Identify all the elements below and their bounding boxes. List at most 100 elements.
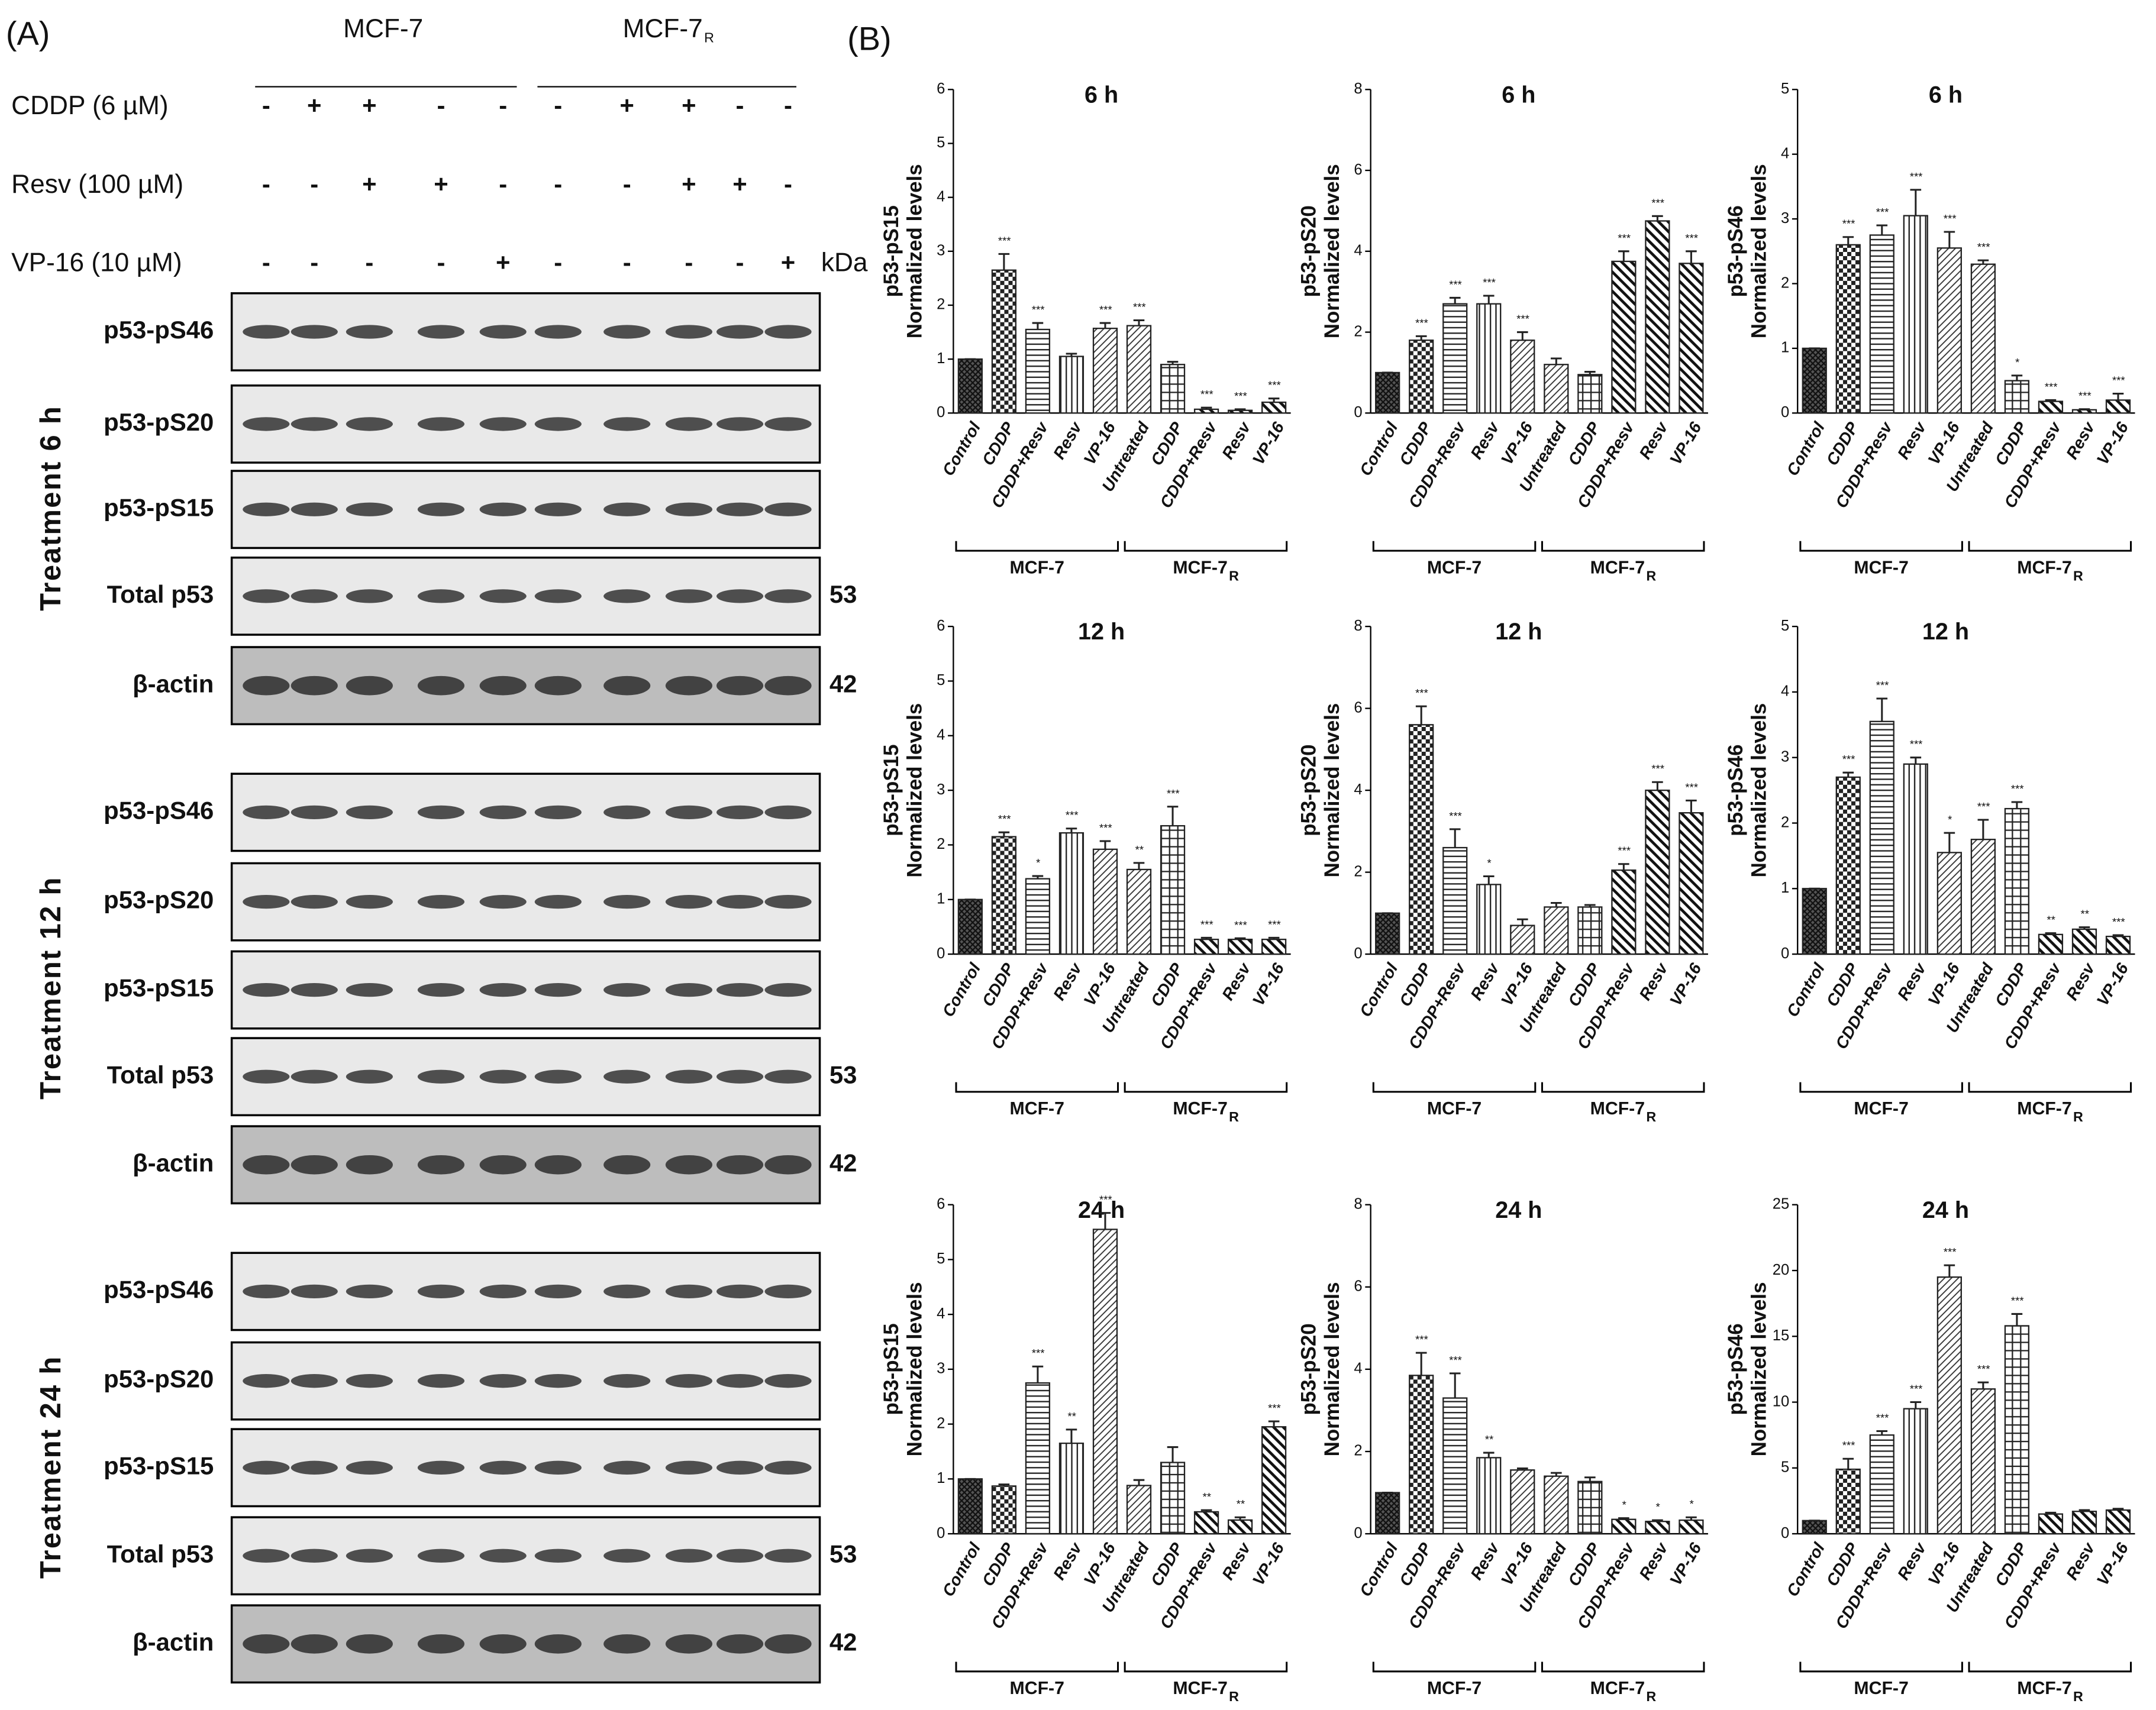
treatment-sign: + xyxy=(781,248,795,276)
error-bar xyxy=(2078,926,2090,929)
blot-band xyxy=(716,417,764,431)
blot-band xyxy=(479,1284,527,1299)
y-tick-label: 3 xyxy=(937,243,945,259)
group-label: MCF-7 xyxy=(1590,1099,1645,1119)
treatment-sign: - xyxy=(437,248,445,276)
blot-band xyxy=(243,1460,290,1475)
error-bar xyxy=(1652,215,1663,221)
bar xyxy=(1544,364,1569,414)
error-bar xyxy=(1415,705,1427,725)
bar xyxy=(1544,906,1569,955)
y-tick-label: 8 xyxy=(1354,80,1362,97)
y-tick-label: 0 xyxy=(937,945,945,962)
bar xyxy=(1126,1485,1152,1535)
group-label: MCF-7 xyxy=(623,14,703,43)
y-axis-label: p53-pS15 xyxy=(880,1323,903,1415)
kda-value: 53 xyxy=(830,580,857,608)
group-bracket xyxy=(1541,541,1705,552)
bar xyxy=(991,836,1017,955)
treatment-sign: + xyxy=(732,170,747,198)
significance-label: *** xyxy=(1448,1354,1461,1366)
significance-label: *** xyxy=(1909,1382,1922,1395)
blot-band xyxy=(346,1284,393,1299)
group-label: MCF-7 xyxy=(2017,1679,2071,1698)
blot-band xyxy=(665,417,712,431)
y-axis-label: Normalized levels xyxy=(1748,703,1771,878)
blot-band xyxy=(716,805,764,819)
error-bar xyxy=(998,1483,1010,1486)
y-axis-label: Normalized levels xyxy=(903,1282,927,1456)
blot-band xyxy=(479,325,527,339)
blot-band xyxy=(534,1374,582,1388)
chart-title: 12 h xyxy=(1078,619,1125,645)
section-label: Treatment 24 h xyxy=(35,1355,67,1579)
error-bar xyxy=(2078,1509,2090,1512)
blot-band xyxy=(291,325,338,339)
significance-label: * xyxy=(2015,356,2019,368)
y-tick-label: 6 xyxy=(1354,161,1362,178)
treatment-sign: - xyxy=(623,248,631,276)
y-tick-label: 25 xyxy=(1773,1196,1789,1213)
significance-label: *** xyxy=(1685,232,1698,244)
y-tick-label: 1 xyxy=(1781,880,1789,896)
blot-band xyxy=(716,502,764,516)
bar xyxy=(991,1485,1017,1535)
blot-band xyxy=(665,589,712,603)
error-bar xyxy=(1516,1467,1528,1470)
y-axis-label: p53-pS20 xyxy=(1297,744,1320,836)
blot-band xyxy=(417,1549,465,1563)
y-axis-label: Normalized levels xyxy=(1321,1282,1344,1456)
y-tick-label: 6 xyxy=(937,618,945,634)
blot-band xyxy=(417,1634,465,1654)
error-bar xyxy=(1099,840,1111,849)
blot-band xyxy=(243,1634,290,1654)
blot-band xyxy=(479,1549,527,1563)
bar xyxy=(1510,925,1535,955)
bar xyxy=(1476,1457,1502,1535)
error-bar xyxy=(1910,189,1922,216)
treatment-sign: + xyxy=(307,92,321,119)
group-bracket xyxy=(1799,1082,1963,1093)
error-bar xyxy=(1167,1446,1179,1463)
blot-band xyxy=(346,1155,393,1175)
y-tick-label: 3 xyxy=(1781,748,1789,765)
y-tick-label: 0 xyxy=(1781,404,1789,421)
blot-band xyxy=(603,1069,651,1084)
y-tick-label: 0 xyxy=(1354,945,1362,962)
significance-label: * xyxy=(1689,1498,1694,1510)
blot-band xyxy=(417,675,465,696)
blot-band xyxy=(603,982,651,997)
bar xyxy=(1409,1375,1434,1535)
bar xyxy=(1679,263,1704,414)
bar xyxy=(1611,869,1637,955)
y-axis-label: p53-pS46 xyxy=(1724,1323,1747,1415)
error-bar xyxy=(1652,1519,1663,1522)
significance-label: *** xyxy=(1842,753,1855,765)
blot-band xyxy=(764,589,812,603)
group-bracket xyxy=(1968,541,2132,552)
blot-band xyxy=(346,589,393,603)
blot-band xyxy=(346,1460,393,1475)
blot-band xyxy=(716,675,764,696)
treatment-sign: - xyxy=(262,248,270,276)
blot-band xyxy=(346,982,393,997)
y-axis-label: Normalized levels xyxy=(1321,703,1344,878)
bar xyxy=(1227,409,1253,414)
group-label-subscript: R xyxy=(1229,1109,1239,1124)
group-bracket xyxy=(1968,1082,2132,1093)
error-bar xyxy=(1686,250,1697,264)
blot-band xyxy=(346,805,393,819)
blot-band xyxy=(764,325,812,339)
blot-band xyxy=(716,589,764,603)
treatment-sign: + xyxy=(362,92,376,119)
error-bar xyxy=(2112,934,2124,937)
significance-label: *** xyxy=(2112,916,2125,928)
error-bar xyxy=(1584,904,1596,907)
y-axis-label: Normalized levels xyxy=(903,703,927,878)
bar xyxy=(1476,884,1502,955)
bar xyxy=(1936,1276,1962,1535)
treatment-sign: - xyxy=(784,92,792,119)
error-bar xyxy=(1234,408,1246,410)
treatment-sign: + xyxy=(434,170,448,198)
significance-label: *** xyxy=(1651,762,1664,775)
